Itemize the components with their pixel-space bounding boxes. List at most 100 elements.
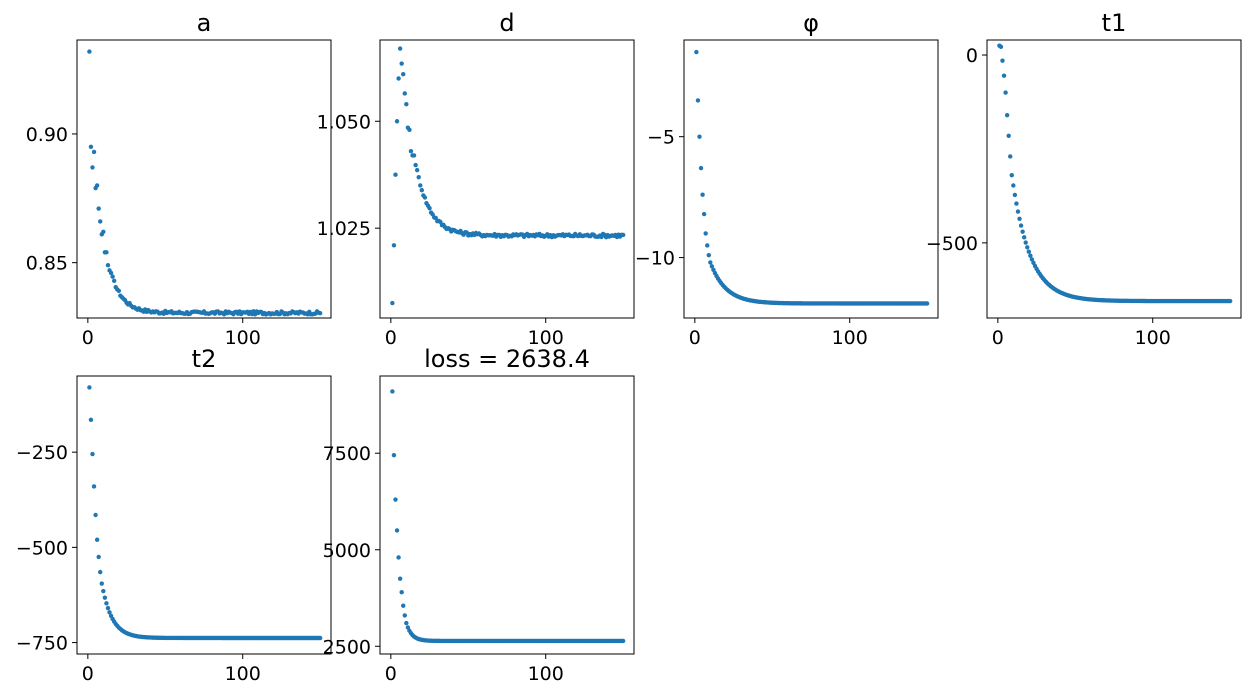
x-tick-label: 0: [82, 663, 94, 685]
y-tick-label: 1.025: [317, 218, 371, 240]
data-point: [705, 243, 710, 248]
data-point: [413, 162, 418, 168]
data-point: [694, 49, 699, 55]
data-point: [404, 101, 409, 107]
data-point: [394, 119, 400, 124]
data-point: [709, 264, 715, 269]
data-point: [396, 76, 401, 81]
data-point: [1011, 183, 1016, 188]
data-point: [1023, 240, 1028, 245]
y-tick-label: 0.85: [26, 253, 68, 275]
y-tick-label: −500: [926, 233, 978, 255]
y-tick-label: −250: [16, 442, 68, 464]
data-point: [104, 250, 109, 255]
subplot-title: t2: [192, 345, 217, 373]
data-point: [924, 301, 930, 306]
y-tick-label: −5: [647, 127, 675, 149]
data-point: [706, 252, 711, 258]
y-tick-label: 2500: [323, 636, 371, 658]
data-point: [703, 231, 708, 236]
subplot-title: d: [499, 9, 514, 37]
data-point: [90, 451, 95, 457]
data-point: [87, 385, 92, 390]
data-point: [427, 206, 432, 211]
data-point: [94, 537, 100, 542]
x-tick-label: 100: [225, 327, 261, 349]
data-point: [402, 613, 407, 618]
x-tick-label: 100: [225, 663, 261, 685]
data-point: [695, 98, 701, 103]
data-point: [93, 512, 98, 518]
data-point: [101, 588, 106, 594]
axes-frame: [986, 39, 1242, 319]
data-point: [102, 595, 108, 600]
data-point: [399, 61, 404, 66]
data-point: [104, 601, 109, 606]
data-point: [393, 497, 398, 502]
data-point: [110, 274, 115, 279]
x-tick-label: 100: [832, 327, 868, 349]
data-point: [1018, 223, 1024, 228]
x-tick-label: 0: [992, 327, 1004, 349]
axes-frame: [683, 39, 939, 319]
axes-frame: [379, 39, 635, 319]
y-tick-label: 7500: [323, 443, 371, 465]
data-point: [105, 605, 111, 611]
data-point: [697, 134, 702, 139]
x-tick-label: 100: [528, 663, 564, 685]
data-point: [1020, 229, 1025, 234]
data-point: [418, 183, 423, 188]
data-point: [94, 183, 100, 188]
y-tick-label: 0: [966, 45, 978, 67]
data-point: [701, 211, 707, 217]
y-tick-label: −10: [635, 248, 675, 270]
data-point: [407, 127, 412, 133]
axes-frame: [379, 375, 635, 655]
data-point: [405, 625, 411, 630]
data-point: [1000, 58, 1005, 63]
y-tick-label: 1.050: [317, 111, 371, 133]
data-point: [411, 153, 417, 158]
data-point: [1028, 253, 1033, 258]
data-point: [111, 278, 117, 283]
data-point: [404, 620, 409, 626]
data-point: [88, 144, 94, 150]
data-point: [416, 174, 421, 180]
data-point: [419, 188, 425, 193]
data-point: [402, 91, 407, 96]
data-point: [91, 484, 97, 489]
data-point: [107, 610, 112, 615]
data-point: [108, 270, 114, 276]
subplot-title: a: [197, 9, 212, 37]
data-point: [390, 389, 395, 394]
data-point: [96, 554, 101, 560]
data-point: [1025, 245, 1030, 250]
data-point: [391, 243, 397, 248]
data-point: [101, 229, 106, 234]
subplot-title: φ: [803, 9, 819, 37]
data-point: [401, 72, 406, 77]
data-point: [414, 167, 420, 173]
y-tick-label: 0.90: [26, 124, 68, 146]
data-point: [88, 417, 94, 422]
data-point: [708, 260, 713, 265]
x-tick-label: 0: [82, 327, 94, 349]
data-point: [393, 172, 398, 177]
data-point: [1026, 249, 1032, 254]
subplot-4: 0 100 −500 0 t1: [926, 9, 1242, 349]
data-point: [700, 192, 705, 197]
y-tick-label: −500: [16, 537, 68, 559]
x-tick-label: 0: [385, 663, 397, 685]
data-point: [1029, 257, 1035, 262]
data-point: [620, 232, 626, 238]
data-point: [105, 263, 111, 268]
x-tick-label: 0: [689, 327, 701, 349]
subplot-6: 0 100 2500 5000 7500 loss = 2638.4: [323, 345, 635, 685]
subplot-title: t1: [1102, 9, 1127, 37]
data-point: [116, 288, 122, 293]
data-point: [698, 165, 704, 171]
data-point: [1001, 73, 1007, 78]
subplot-1: 0 100 0.85 0.90 a: [26, 9, 332, 349]
data-point: [1003, 90, 1008, 95]
